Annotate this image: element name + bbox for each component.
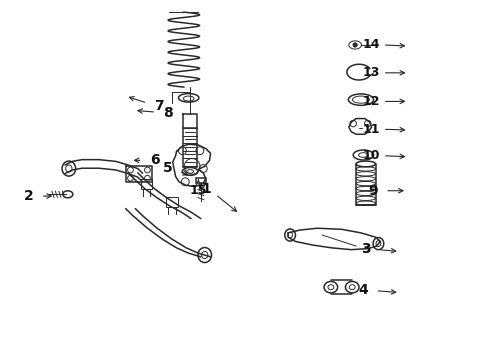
Text: 14: 14 xyxy=(362,38,379,51)
Text: 4: 4 xyxy=(358,283,368,297)
Text: 1: 1 xyxy=(201,182,211,196)
Text: 8: 8 xyxy=(163,106,173,120)
Text: 6: 6 xyxy=(149,153,159,167)
Text: 15: 15 xyxy=(189,184,207,197)
Text: 12: 12 xyxy=(362,95,379,108)
Text: 9: 9 xyxy=(368,184,377,198)
Text: 2: 2 xyxy=(24,189,34,203)
Text: 5: 5 xyxy=(163,161,173,175)
Bar xyxy=(165,197,177,207)
Text: 11: 11 xyxy=(362,122,379,136)
Bar xyxy=(140,179,152,189)
Bar xyxy=(196,178,205,183)
Text: 13: 13 xyxy=(362,66,379,79)
Circle shape xyxy=(352,43,357,47)
Text: 10: 10 xyxy=(362,149,379,162)
Text: 3: 3 xyxy=(361,242,370,256)
Text: 7: 7 xyxy=(154,99,163,113)
